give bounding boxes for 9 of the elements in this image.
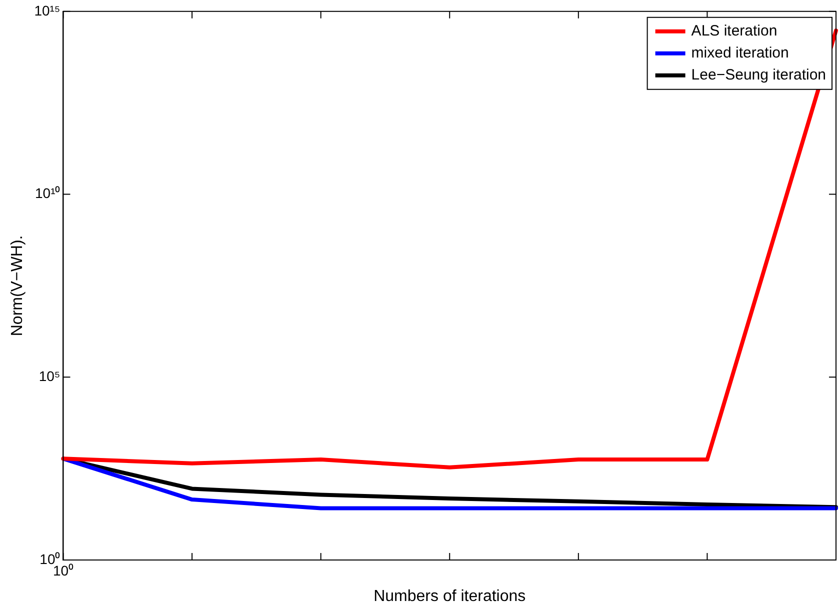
legend-label: Lee−Seung iteration: [691, 66, 826, 84]
y-tick-label: 10⁵: [38, 368, 60, 384]
y-tick-label: 10⁰: [40, 550, 60, 567]
y-axis-title: Norm(V−WH).: [9, 235, 26, 336]
legend-label: mixed iteration: [691, 44, 789, 62]
legend-label: ALS iteration: [691, 22, 778, 40]
y-tick-label: 10¹⁵: [34, 2, 60, 18]
y-tick-label: 10¹⁰: [35, 185, 60, 202]
x-axis-title: Numbers of iterations: [374, 588, 526, 605]
